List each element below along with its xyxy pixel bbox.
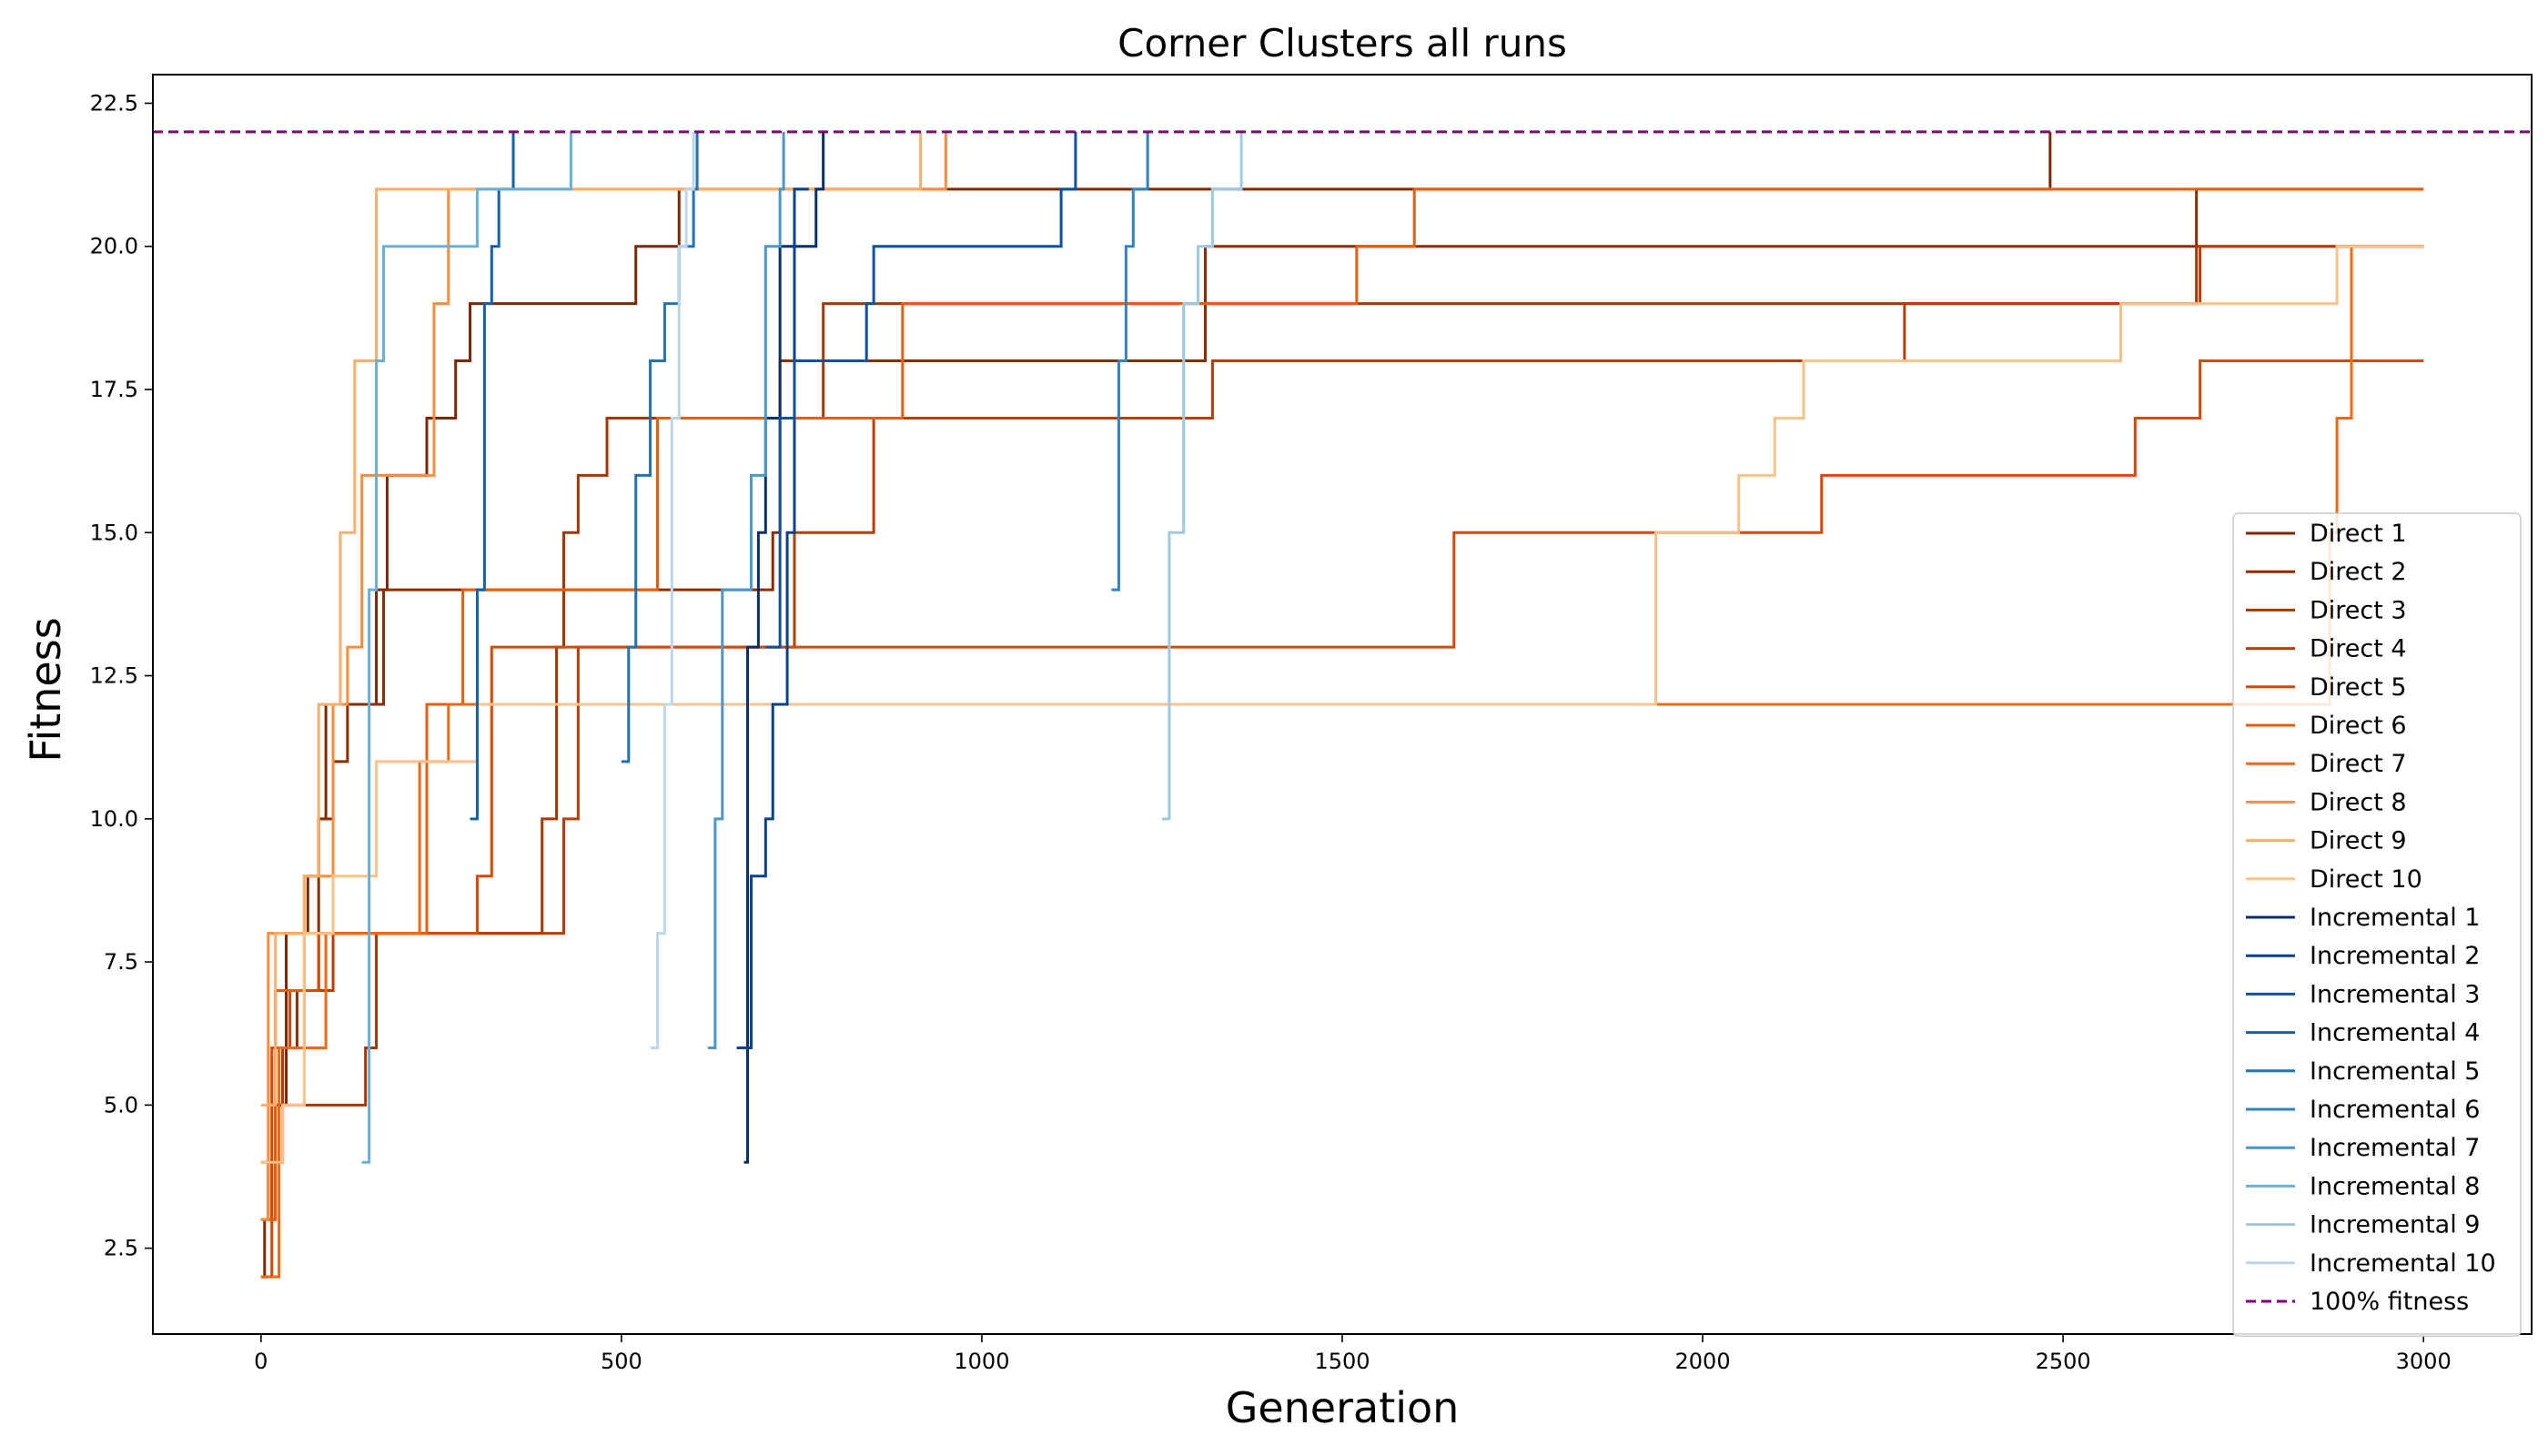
y-tick-label: 15.0	[90, 520, 138, 545]
legend-label: Direct 2	[2310, 558, 2407, 586]
legend-label: Direct 7	[2310, 750, 2407, 778]
legend-label: Direct 6	[2310, 712, 2407, 740]
series-line-15	[621, 131, 699, 763]
y-tick-label: 17.5	[90, 377, 138, 402]
legend-label: Incremental 5	[2310, 1057, 2480, 1086]
legend-label: Incremental 9	[2310, 1211, 2480, 1239]
x-axis-label: Generation	[1226, 1383, 1460, 1432]
y-tick-label: 5.0	[104, 1092, 138, 1117]
legend-label: Incremental 10	[2310, 1249, 2496, 1278]
legend-label: Direct 1	[2310, 520, 2407, 548]
legend-label: Direct 5	[2310, 673, 2407, 702]
x-tick-label: 1500	[1314, 1349, 1370, 1374]
legend-label: Incremental 1	[2310, 904, 2480, 932]
y-tick-label: 2.5	[104, 1236, 138, 1261]
legend-label: Incremental 4	[2310, 1019, 2480, 1047]
plot-area	[153, 130, 2532, 1279]
legend-box	[2232, 512, 2522, 1337]
legend-label: 100% fitness	[2310, 1288, 2469, 1316]
series-line-12	[736, 187, 809, 1049]
series-line-7	[260, 245, 2424, 1279]
y-tick-label: 20.0	[90, 234, 138, 259]
series-line-18	[361, 131, 572, 1164]
x-axis: 0 500 1000 1500 2000 2500 3000	[254, 1334, 2452, 1374]
y-axis-label: Fitness	[21, 617, 70, 762]
legend-label: Direct 8	[2310, 788, 2407, 816]
series-line-20	[650, 131, 695, 1049]
x-tick-label: 2500	[2036, 1349, 2091, 1374]
y-tick-label: 22.5	[90, 90, 138, 116]
x-tick-label: 500	[601, 1349, 642, 1374]
plot-frame	[152, 74, 2533, 1335]
x-tick-label: 2000	[1675, 1349, 1731, 1374]
series-line-16	[1111, 131, 1149, 592]
x-tick-label: 1000	[954, 1349, 1009, 1374]
y-tick-label: 7.5	[104, 949, 138, 975]
series-line-10	[260, 245, 2424, 1164]
legend-label: Direct 10	[2310, 865, 2422, 894]
legend: Direct 1 Direct 2 Direct 3 Direct 4 Direct 5…	[2232, 512, 2522, 1337]
chart-title: Corner Clusters all runs	[1117, 21, 1567, 66]
legend-label: Incremental 3	[2310, 980, 2480, 1008]
y-tick-label: 12.5	[90, 663, 138, 689]
y-axis: 2.5 5.0 7.5 10.0 12.5 15.0 17.5 20.0 22.5	[90, 90, 153, 1261]
legend-label: Direct 3	[2310, 596, 2407, 624]
legend-label: Incremental 6	[2310, 1096, 2480, 1124]
x-tick-label: 0	[254, 1349, 268, 1374]
series-line-13	[765, 131, 1077, 649]
y-tick-label: 10.0	[90, 806, 138, 832]
x-tick-label: 3000	[2396, 1349, 2452, 1374]
legend-label: Direct 4	[2310, 635, 2407, 663]
legend-label: Incremental 8	[2310, 1172, 2480, 1200]
legend-label: Incremental 2	[2310, 942, 2480, 970]
series-line-19	[1161, 131, 1243, 821]
legend-label: Direct 9	[2310, 827, 2407, 855]
series-line-17	[707, 131, 785, 1049]
legend-label: Incremental 7	[2310, 1134, 2480, 1162]
